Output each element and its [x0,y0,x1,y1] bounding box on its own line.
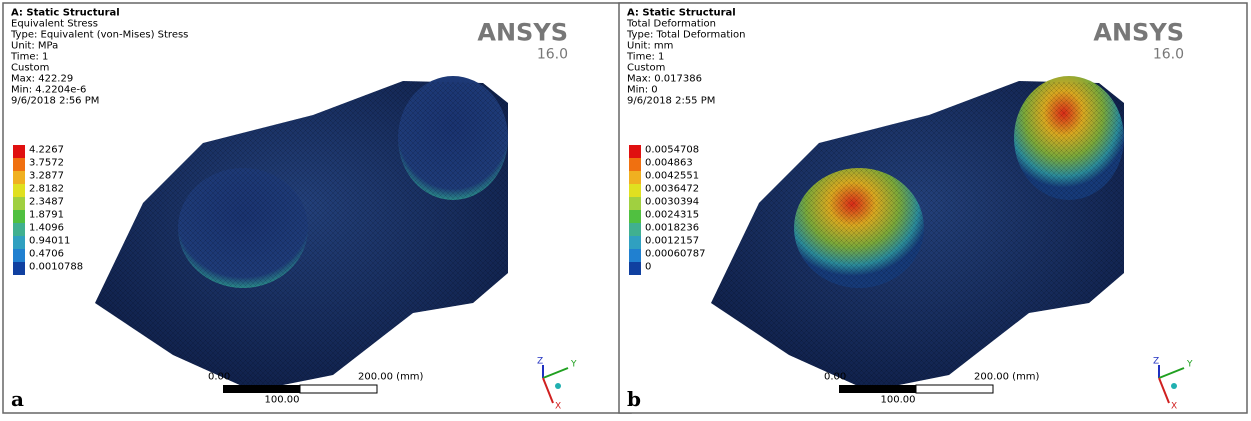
legend-label: 0.0036472 [645,183,699,194]
header-line: A: Static Structural [11,7,120,18]
scale-mid: 100.00 [265,394,300,405]
brand: ANSYS [477,19,568,47]
axis-label: X [1171,402,1177,412]
panel-letter: a [11,387,24,411]
legend-swatch [13,210,25,223]
scale-bar-black [839,385,916,393]
version: 16.0 [537,47,568,63]
legend-swatch [13,249,25,262]
scale-start: 0.00 [208,371,230,382]
header-line: 9/6/2018 2:55 PM [627,95,715,106]
legend-label: 2.8182 [29,183,64,194]
header-line: Time: 1 [10,51,48,62]
header-line: 9/6/2018 2:56 PM [11,95,99,106]
header-line: Max: 0.017386 [627,73,702,84]
legend-swatch [13,145,25,158]
legend-label: 4.2267 [29,144,64,155]
panel-letter: b [627,387,641,411]
legend-label: 0.0030394 [645,196,699,207]
legend-label: 0.4706 [29,248,64,259]
legend-label: 0.0018236 [645,222,699,233]
axis-label: Y [570,360,577,370]
legend-swatch [629,145,641,158]
legend-label: 0 [645,261,651,272]
header-line: Custom [627,62,665,73]
legend-swatch [13,262,25,275]
scale-bar-white [300,385,377,393]
legend-swatch [13,158,25,171]
axis-label: X [555,402,561,412]
legend-label: 0.94011 [29,235,70,246]
header-line: Unit: mm [627,40,673,51]
scale-start: 0.00 [824,371,846,382]
figure: A: Static StructuralEquivalent StressTyp… [0,0,1251,417]
legend-label: 3.7572 [29,157,64,168]
header-line: A: Static Structural [627,7,736,18]
legend-label: 1.8791 [29,209,64,220]
header-line: Type: Equivalent (von-Mises) Stress [10,29,188,40]
triad-ball [1171,383,1177,389]
legend-swatch [629,210,641,223]
triad-ball [555,383,561,389]
legend-label: 3.2877 [29,170,64,181]
header-line: Max: 422.29 [11,73,73,84]
legend-swatch [13,223,25,236]
legend-swatch [13,236,25,249]
header-line: Unit: MPa [11,40,58,51]
legend-label: 0.004863 [645,157,693,168]
axis-label: Z [1153,357,1159,367]
axis-label: Y [1186,360,1193,370]
scale-end: 200.00 (mm) [974,371,1040,382]
legend-swatch [13,184,25,197]
legend-label: 0.0054708 [645,144,699,155]
legend-swatch [13,171,25,184]
legend-label: 0.00060787 [645,248,705,259]
legend-label: 1.4096 [29,222,64,233]
header-line: Min: 0 [627,84,658,95]
scale-bar-black [223,385,300,393]
header-line: Custom [11,62,49,73]
legend-swatch [629,171,641,184]
legend-swatch [629,223,641,236]
legend-swatch [629,262,641,275]
header-line: Time: 1 [626,51,664,62]
legend-swatch [13,197,25,210]
brand: ANSYS [1093,19,1184,47]
axis-label: Z [537,357,543,367]
header-line: Total Deformation [626,18,716,29]
scale-bar-white [916,385,993,393]
legend-label: 0.0024315 [645,209,699,220]
legend-swatch [629,197,641,210]
legend-swatch [629,184,641,197]
header-line: Equivalent Stress [11,18,98,29]
legend-swatch [629,158,641,171]
scale-end: 200.00 (mm) [358,371,424,382]
legend-swatch [629,236,641,249]
version: 16.0 [1153,47,1184,63]
legend-label: 0.0012157 [645,235,699,246]
legend-label: 0.0042551 [645,170,699,181]
legend-label: 2.3487 [29,196,64,207]
legend-swatch [629,249,641,262]
header-line: Type: Total Deformation [626,29,746,40]
legend-label: 0.0010788 [29,261,83,272]
header-line: Min: 4.2204e-6 [11,84,86,95]
scale-mid: 100.00 [881,394,916,405]
